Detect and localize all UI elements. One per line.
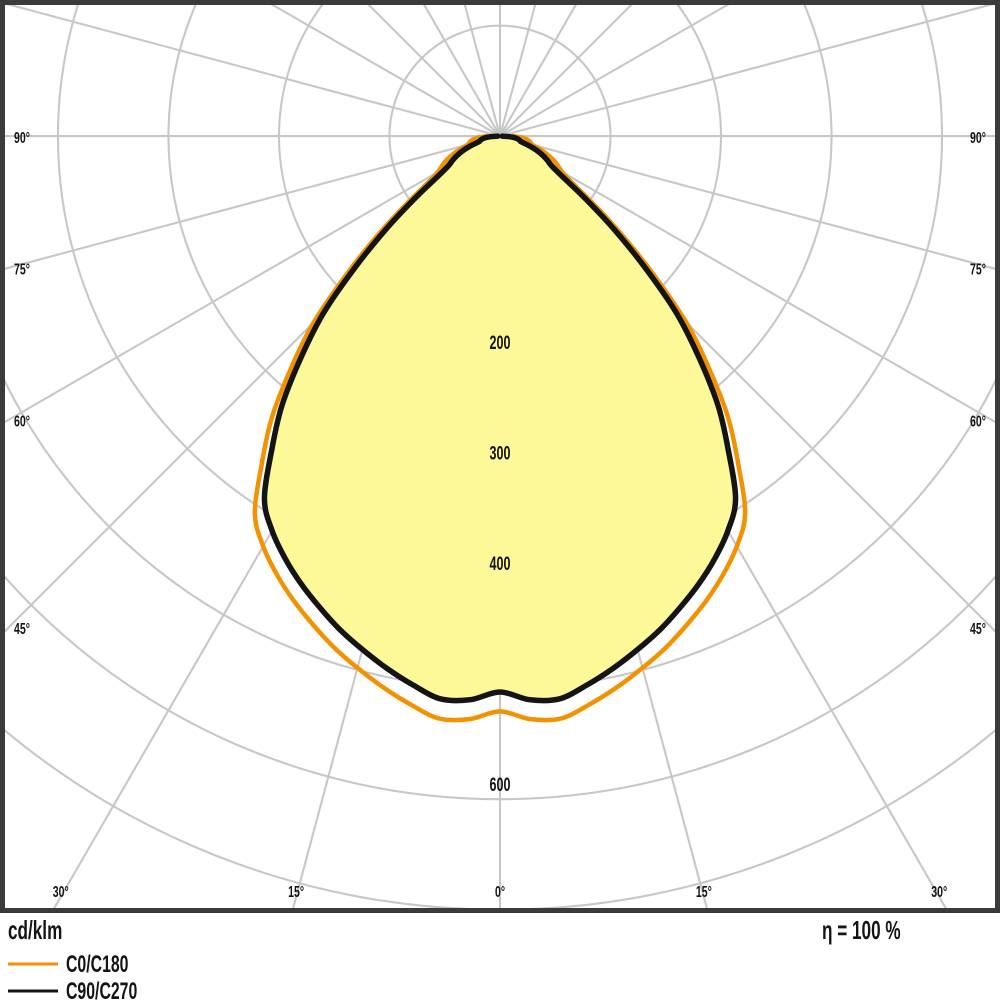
- svg-text:400: 400: [490, 554, 511, 575]
- svg-text:75°: 75°: [970, 261, 986, 279]
- svg-text:200: 200: [490, 333, 511, 354]
- svg-text:C90/C270: C90/C270: [66, 979, 137, 1000]
- svg-text:30°: 30°: [53, 883, 69, 901]
- svg-text:15°: 15°: [288, 883, 304, 901]
- svg-text:300: 300: [490, 443, 511, 464]
- svg-text:30°: 30°: [931, 883, 947, 901]
- svg-text:0°: 0°: [495, 883, 505, 901]
- svg-text:90°: 90°: [14, 129, 30, 147]
- svg-text:45°: 45°: [970, 620, 986, 638]
- svg-text:η = 100 %: η = 100 %: [822, 915, 901, 945]
- svg-text:15°: 15°: [696, 883, 712, 901]
- svg-text:C0/C180: C0/C180: [66, 952, 129, 978]
- svg-text:60°: 60°: [14, 412, 30, 430]
- svg-text:600: 600: [490, 775, 511, 796]
- svg-text:75°: 75°: [14, 261, 30, 279]
- svg-text:45°: 45°: [14, 620, 30, 638]
- svg-text:60°: 60°: [970, 412, 986, 430]
- svg-text:90°: 90°: [970, 129, 986, 147]
- svg-text:cd/klm: cd/klm: [8, 915, 62, 945]
